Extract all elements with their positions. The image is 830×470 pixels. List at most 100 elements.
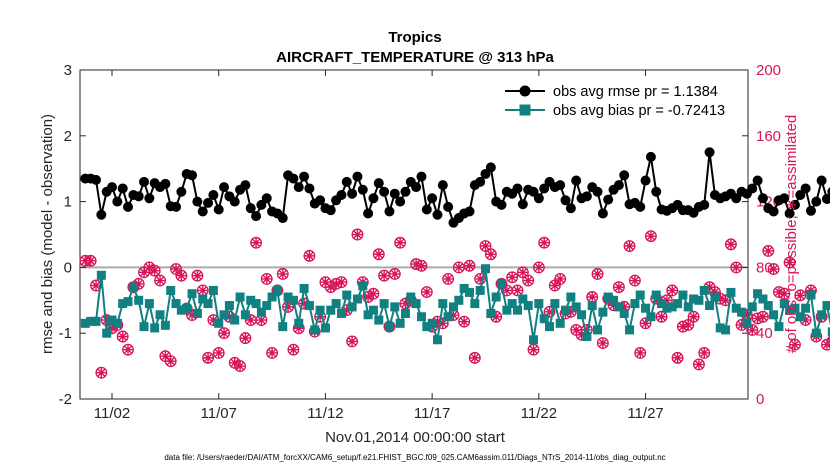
bias-point [230, 315, 240, 325]
obs-assimilated-point [235, 361, 246, 372]
bias-point [470, 299, 480, 309]
obs-possible-point [175, 269, 188, 282]
y-tick-label: 1 [64, 194, 72, 211]
rmse-point [357, 184, 368, 195]
obs-assimilated-point [171, 264, 182, 275]
rmse-point [645, 151, 656, 162]
chart-subtitle: AIRCRAFT_TEMPERATURE @ 313 hPa [276, 49, 554, 66]
bias-point [294, 318, 304, 328]
bias-point [283, 292, 293, 302]
bias-point [705, 301, 715, 311]
obs-possible-point [623, 240, 636, 252]
bias-point [555, 318, 565, 328]
obs-assimilated-point [608, 300, 619, 311]
bias-point [582, 331, 592, 341]
obs-possible-point [276, 268, 289, 280]
obs-assimilated-point [656, 311, 667, 322]
rmse-point [784, 208, 795, 219]
bias-point [219, 310, 229, 320]
obs-assimilated-point [549, 280, 560, 291]
bias-point [486, 308, 496, 318]
bias-point [464, 287, 474, 297]
rmse-point [117, 183, 128, 194]
obs-possible-point [516, 266, 529, 279]
bias-point [320, 323, 330, 333]
obs-possible-point [388, 268, 401, 280]
bias-point [715, 323, 725, 333]
bias-point [683, 302, 693, 312]
obs-possible-point [122, 343, 134, 356]
obs-assimilated-point [256, 315, 267, 326]
obs-assimilated-point [619, 301, 630, 312]
obs-assimilated-point [304, 250, 315, 261]
bias-point [817, 310, 827, 320]
rmse-point [325, 205, 336, 216]
bias-point [790, 303, 800, 313]
obs-possible-point [506, 271, 519, 284]
bias-point [630, 299, 640, 309]
bias-point [769, 310, 779, 320]
obs-assimilated-point [336, 277, 347, 288]
x-tick-label: 11/07 [201, 405, 237, 422]
rmse-point [352, 171, 363, 182]
rmse-point [213, 204, 224, 215]
obs-possible-point [746, 323, 759, 336]
obs-assimilated-point [288, 344, 299, 355]
bias-point [731, 303, 741, 313]
chart-title: Tropics [388, 29, 441, 46]
rmse-point [496, 199, 507, 210]
obs-assimilated-point [123, 344, 134, 355]
obs-possible-point [191, 269, 204, 282]
bias-point [171, 299, 181, 309]
obs-assimilated-point [581, 324, 592, 335]
obs-possible-point [639, 317, 652, 330]
rmse-point [144, 193, 155, 204]
bias-point [288, 295, 298, 305]
rmse-point [747, 183, 758, 194]
bias-series-layer [80, 264, 830, 345]
bias-point [80, 318, 90, 328]
bias-point [326, 305, 336, 315]
obs-assimilated-point [624, 241, 635, 252]
y-tick-label: -1 [59, 325, 72, 342]
obs-assimilated-point [101, 315, 112, 326]
rmse-point [112, 196, 123, 207]
rmse-point [704, 147, 715, 158]
obs-assimilated-point [229, 357, 240, 368]
bias-point [534, 299, 544, 309]
rmse-point [411, 182, 422, 193]
obs-possible-point [724, 238, 737, 251]
rmse-point [533, 193, 544, 204]
obs-assimilated-point [155, 275, 166, 286]
obs-possible-point [612, 281, 625, 294]
obs-assimilated-point [576, 329, 587, 340]
bias-point [267, 292, 277, 302]
obs-possible-point [212, 346, 225, 359]
obs-assimilated-point [667, 285, 678, 296]
y-tick-label: 2 [64, 128, 72, 145]
obs-assimilated-point [320, 277, 331, 288]
x-tick-label: 11/27 [627, 405, 663, 422]
x-tick-label: 11/02 [94, 405, 130, 422]
obs-assimilated-point [192, 270, 203, 281]
obs-assimilated-point [507, 272, 518, 283]
obs-assimilated-point [784, 257, 795, 268]
bias-point [763, 301, 773, 311]
bias-point [587, 301, 597, 311]
bias-point [336, 308, 346, 318]
obs-possible-point [628, 274, 641, 287]
obs-assimilated-point [245, 315, 256, 326]
obs-assimilated-point [752, 313, 763, 324]
rmse-point [240, 180, 251, 191]
bias-point [246, 295, 256, 305]
obs-assimilated-point [512, 285, 523, 296]
rmse-point [517, 199, 528, 210]
rmse-point [261, 193, 272, 204]
bias-point [379, 299, 389, 309]
obs-assimilated-point [720, 295, 731, 306]
rmse-point [133, 191, 144, 202]
bias-point [352, 294, 362, 304]
rmse-point [96, 209, 107, 220]
obs-assimilated-point [805, 285, 816, 296]
